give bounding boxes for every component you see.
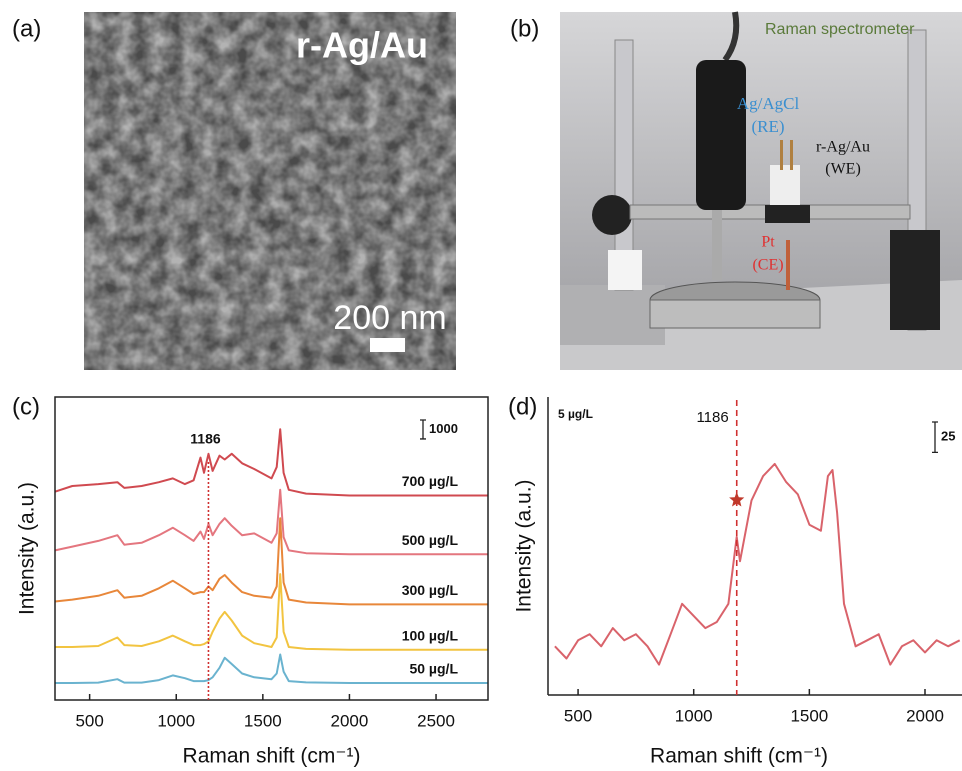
setup-photo — [560, 11, 962, 370]
spectrum-line — [54, 428, 488, 497]
x-axis-label: Raman shift (cm⁻¹) — [650, 745, 828, 768]
series-label: 5 µg/L — [558, 407, 593, 421]
sem-image — [84, 12, 456, 370]
scale-bar — [932, 421, 938, 454]
x-tick-label: 1000 — [675, 706, 713, 725]
spectrum-line — [55, 573, 488, 651]
panel-label: (a) — [12, 15, 41, 42]
spectrum-line — [554, 462, 961, 666]
spectrum-line — [54, 517, 488, 606]
photo-annotation: (CE) — [752, 257, 783, 274]
panel-label: (d) — [508, 393, 537, 420]
photo-annotation: (WE) — [825, 161, 861, 178]
panel-label: (b) — [510, 15, 539, 42]
series-label: 50 µg/L — [409, 661, 458, 677]
axes-frame — [54, 396, 489, 701]
marker-label: 1186 — [696, 409, 728, 426]
series-label: 300 µg/L — [402, 582, 459, 598]
series-label: 500 µg/L — [402, 532, 459, 548]
series-label: 100 µg/L — [402, 628, 459, 644]
scale-bar — [420, 419, 426, 440]
x-tick-label: 1500 — [244, 711, 282, 730]
photo-annotation: Pt — [761, 234, 775, 251]
photo-annotation: Raman spectrometer — [765, 21, 915, 38]
x-tick-label: 500 — [564, 706, 592, 725]
x-tick-label: 2000 — [906, 706, 944, 725]
photo-annotation: Ag/AgCl — [737, 94, 800, 113]
y-axis-label: Intensity (a.u.) — [513, 479, 536, 612]
series-label: 700 µg/L — [402, 473, 459, 489]
photo-annotation: (RE) — [751, 117, 784, 136]
x-tick-label: 1500 — [790, 706, 828, 725]
x-axis-label: Raman shift (cm⁻¹) — [183, 745, 361, 768]
x-tick-label: 500 — [75, 711, 103, 730]
spectrum-line — [54, 488, 488, 556]
marker-label: 1186 — [190, 431, 221, 447]
image-label: r-Ag/Au — [296, 25, 428, 66]
plot — [54, 428, 488, 684]
plot — [554, 462, 961, 666]
x-tick-label: 2000 — [331, 711, 369, 730]
y-axis-label: Intensity (a.u.) — [16, 482, 39, 615]
scale-bar-label: 200 nm — [333, 299, 446, 337]
scale-bar-label: 1000 — [429, 421, 458, 436]
spectrum-line — [55, 653, 488, 684]
x-tick-label: 2500 — [417, 711, 455, 730]
panel-label: (c) — [12, 393, 40, 420]
peak-star — [729, 492, 745, 507]
x-tick-label: 1000 — [157, 711, 195, 730]
photo-annotation: r-Ag/Au — [816, 139, 870, 156]
scale-bar-label: 25 — [941, 429, 955, 444]
